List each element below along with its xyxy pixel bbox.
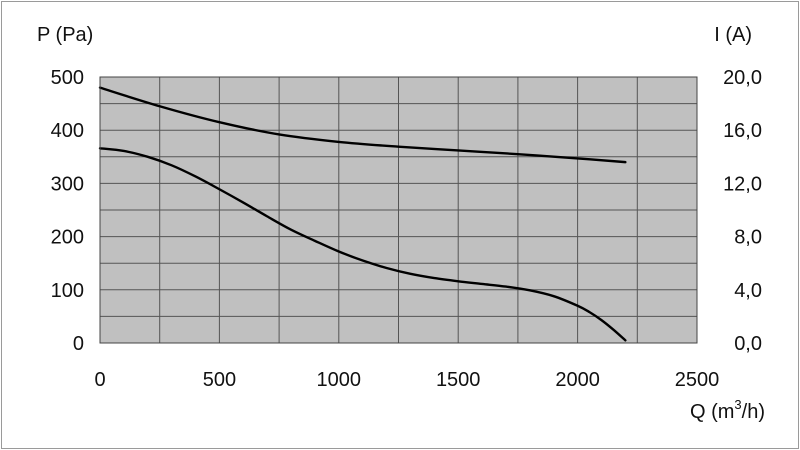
y-right-tick-label: 16,0	[723, 120, 762, 142]
y-right-tick-label: 8,0	[734, 227, 762, 249]
y-left-tick-label: 300	[51, 173, 84, 195]
y-right-tick-label: 0,0	[734, 333, 762, 355]
y-left-tick-label: 200	[51, 227, 84, 249]
series-line-1	[98, 86, 627, 164]
x-axis-label-suffix: /h)	[742, 401, 765, 423]
y-right-tick-label: 20,0	[723, 67, 762, 89]
x-tick-label: 2000	[555, 369, 600, 391]
y-axis-right-label: I (A)	[714, 24, 752, 46]
x-axis-label-superscript: 3	[734, 397, 741, 412]
x-tick-label: 2500	[675, 369, 720, 391]
x-tick-label: 500	[203, 369, 236, 391]
series-line-2	[98, 147, 627, 342]
y-right-tick-label: 12,0	[723, 173, 762, 195]
x-tick-label: 1000	[317, 369, 362, 391]
x-axis-label: Q (m3/h)	[690, 397, 765, 423]
x-tick-label: 1500	[436, 369, 481, 391]
tick-labels: 0 500 1000 1500 2000 2500 0 100 200 300 400 500 0,0 4…	[51, 67, 762, 391]
y-right-tick-label: 4,0	[734, 280, 762, 302]
y-axis-left-label: P (Pa)	[37, 24, 93, 46]
series-group	[98, 86, 627, 342]
y-left-tick-label: 500	[51, 67, 84, 89]
y-left-tick-label: 400	[51, 120, 84, 142]
plot-border	[99, 76, 698, 344]
y-left-tick-label: 0	[73, 333, 84, 355]
x-tick-label: 0	[94, 369, 105, 391]
y-left-tick-label: 100	[51, 280, 84, 302]
x-axis-label-prefix: Q (m	[690, 401, 734, 423]
